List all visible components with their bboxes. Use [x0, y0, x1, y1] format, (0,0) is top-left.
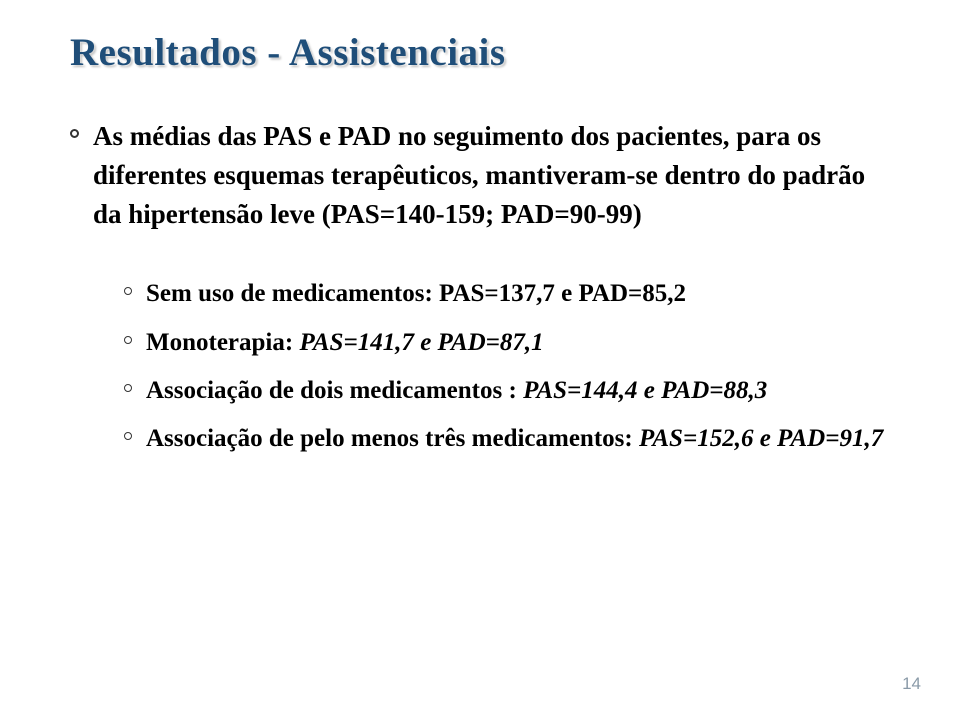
bullet-l2-text: Associação de dois medicamentos : PAS=14…: [146, 373, 767, 409]
page-number: 14: [902, 674, 921, 694]
bullet-level-2: Associação de pelo menos três medicament…: [124, 421, 899, 457]
bullet-l2-text: Sem uso de medicamentos: PAS=137,7 e PAD…: [146, 276, 686, 312]
bullet-level-2: Monoterapia: PAS=141,7 e PAD=87,1: [124, 325, 899, 361]
title-part-1: Resultados: [70, 31, 257, 74]
bullet-l2-prefix: Associação de dois medicamentos :: [146, 377, 523, 404]
bullet-l2-text: Associação de pelo menos três medicament…: [146, 421, 883, 457]
bullet-dot-icon: [70, 129, 79, 138]
sub-bullet-list: Sem uso de medicamentos: PAS=137,7 e PAD…: [70, 276, 899, 457]
bullet-ring-icon: [124, 384, 132, 392]
bullet-l2-value: PAS=141,7 e PAD=87,1: [299, 329, 543, 356]
bullet-l2-prefix: Associação de pelo menos três medicament…: [146, 425, 639, 452]
title-separator: -: [257, 31, 289, 74]
bullet-level-2: Associação de dois medicamentos : PAS=14…: [124, 373, 899, 409]
bullet-ring-icon: [124, 336, 132, 344]
bullet-ring-icon: [124, 287, 132, 295]
bullet-l2-text: Monoterapia: PAS=141,7 e PAD=87,1: [146, 325, 544, 361]
bullet-level-1: As médias das PAS e PAD no seguimento do…: [70, 117, 899, 234]
bullet-l2-value: PAS=144,4 e PAD=88,3: [523, 377, 767, 404]
bullet-level-2: Sem uso de medicamentos: PAS=137,7 e PAD…: [124, 276, 899, 312]
title-part-2: Assistenciais: [289, 31, 506, 74]
bullet-l2-value: PAS=152,6 e PAD=91,7: [639, 425, 883, 452]
bullet-ring-icon: [124, 432, 132, 440]
bullet-l2-prefix: Monoterapia:: [146, 329, 299, 356]
slide-title: Resultados - Assistenciais: [70, 30, 899, 75]
bullet-l1-text: As médias das PAS e PAD no seguimento do…: [93, 117, 899, 234]
slide: Resultados - Assistenciais As médias das…: [0, 0, 959, 718]
